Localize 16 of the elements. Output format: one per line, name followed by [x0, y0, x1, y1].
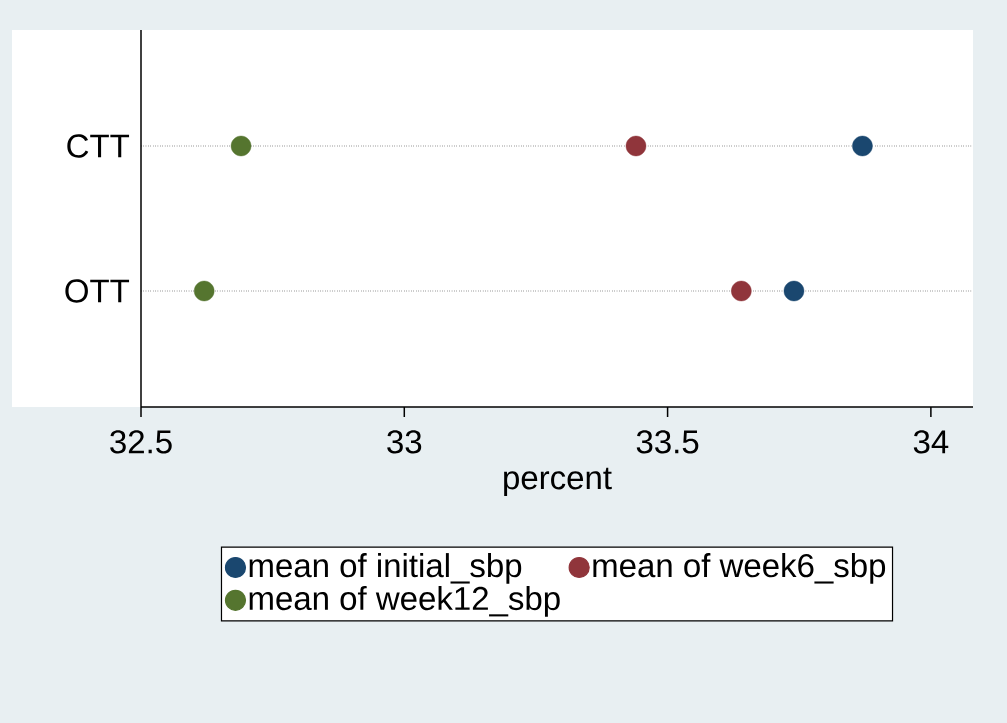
point [731, 280, 752, 302]
legend-label: mean of week6_sbp [593, 553, 886, 584]
point [230, 135, 252, 157]
x-tick-label: 33.5 [636, 430, 699, 454]
x-tick-label: 34 [913, 430, 949, 454]
legend-label: mean of initial_sbp [249, 553, 522, 584]
x-tick-label: 32.5 [110, 430, 172, 454]
point [783, 280, 805, 302]
legend-label: mean of week12_sbp [249, 585, 560, 617]
y-tick-label: CTT [67, 134, 130, 158]
x-tick-label: 33 [387, 430, 422, 454]
x-axis-title: percent [504, 467, 612, 496]
point [193, 280, 215, 302]
y-tick-label: OTT [65, 279, 130, 303]
point [625, 135, 647, 157]
point [852, 135, 873, 157]
